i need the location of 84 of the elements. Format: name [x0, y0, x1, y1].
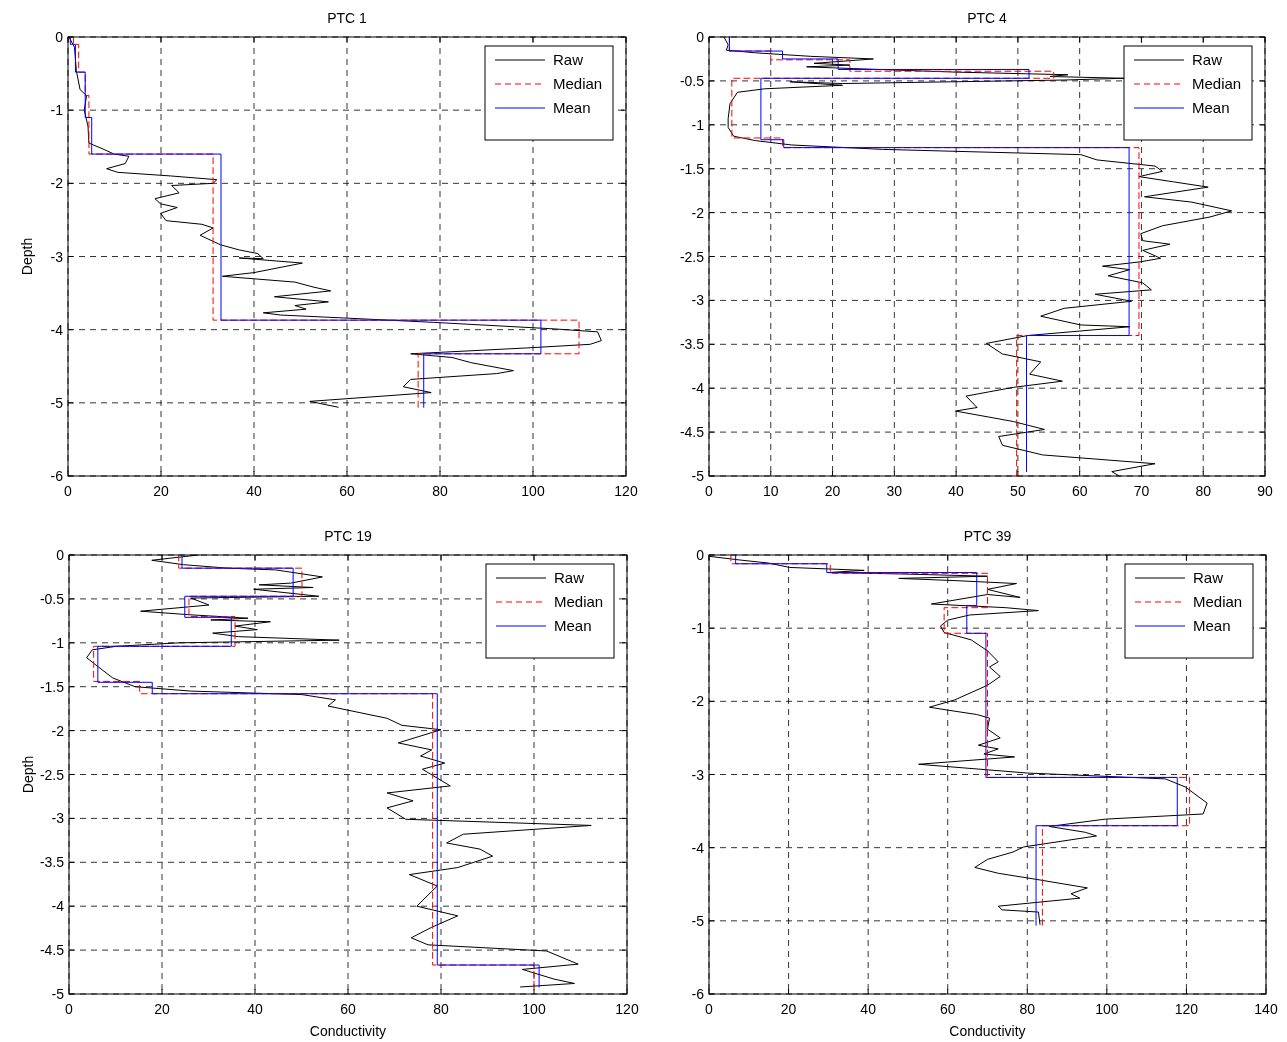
y-tick-label: -3.5: [679, 336, 705, 353]
legend-label: Median: [553, 75, 603, 92]
y-tick-label: 0: [56, 547, 65, 563]
y-tick-label: -4: [691, 380, 705, 397]
legend-label: Median: [1193, 593, 1243, 610]
y-tick-label: 0: [55, 29, 64, 45]
chart-title: PTC 1: [327, 10, 368, 26]
x-tick-label: 100: [522, 1001, 546, 1017]
y-tick-label: -1: [691, 620, 705, 637]
x-tick-label: 30: [886, 483, 903, 499]
y-tick-label: -4: [51, 898, 65, 915]
x-tick-label: 60: [339, 483, 355, 499]
x-tick-label: 120: [614, 483, 638, 499]
y-tick-label: -1.5: [39, 678, 65, 695]
x-tick-label: 100: [1095, 1001, 1119, 1017]
x-tick-label: 90: [1257, 483, 1273, 499]
x-tick-label: 80: [1019, 1001, 1036, 1017]
y-tick-label: -2.5: [679, 248, 705, 265]
y-tick-label: -4.5: [39, 942, 65, 959]
y-axis-title: Depth: [19, 237, 35, 276]
y-tick-label: -5: [691, 912, 705, 929]
x-tick-label: 80: [432, 483, 448, 499]
x-tick-label: 20: [780, 1001, 797, 1017]
y-tick-label: -1: [691, 116, 705, 133]
x-tick-label: 60: [939, 1001, 956, 1017]
y-tick-label: -2: [691, 204, 705, 221]
x-tick-label: 100: [521, 483, 545, 499]
x-tick-label: 10: [762, 483, 779, 499]
y-tick-label: -4: [691, 839, 705, 856]
x-tick-label: 120: [615, 1001, 639, 1017]
y-tick-label: -4.5: [679, 424, 705, 441]
y-tick-label: -5: [51, 986, 65, 1002]
x-tick-label: 20: [824, 483, 841, 499]
legend-label: Mean: [1192, 99, 1230, 116]
x-tick-label: 20: [153, 483, 169, 499]
y-tick-label: -3: [51, 810, 65, 827]
x-tick-label: 80: [433, 1001, 449, 1017]
x-tick-label: 40: [247, 1001, 263, 1017]
x-tick-label: 40: [860, 1001, 877, 1017]
y-tick-label: -3: [50, 248, 64, 265]
x-tick-label: 80: [1195, 483, 1212, 499]
y-tick-label: -1.5: [679, 160, 705, 177]
y-tick-label: -6: [50, 468, 64, 484]
y-tick-label: -5: [50, 394, 64, 411]
y-tick-label: -5: [691, 468, 705, 484]
y-axis-title: Depth: [20, 755, 36, 794]
legend-label: Mean: [554, 617, 592, 634]
y-tick-label: -3.5: [39, 854, 65, 871]
y-tick-label: 0: [696, 547, 705, 563]
legend-label: Median: [554, 593, 604, 610]
x-tick-label: 40: [948, 483, 965, 499]
legend-label: Mean: [1193, 617, 1231, 634]
y-tick-label: -3: [691, 766, 705, 783]
x-tick-label: 60: [1071, 483, 1088, 499]
x-tick-label: 60: [340, 1001, 356, 1017]
y-tick-label: -1: [50, 102, 64, 119]
legend-label: Raw: [1193, 569, 1224, 586]
x-tick-label: 50: [1010, 483, 1026, 499]
y-tick-label: -2: [691, 693, 705, 710]
y-tick-label: 0: [696, 29, 705, 45]
x-axis-title: Conductivity: [949, 1023, 1026, 1039]
y-tick-label: -6: [691, 986, 705, 1002]
y-tick-label: -0.5: [679, 72, 705, 89]
legend-label: Raw: [554, 569, 585, 586]
y-tick-label: -2.5: [39, 766, 65, 783]
legend-label: Median: [1192, 75, 1242, 92]
x-tick-label: 20: [154, 1001, 170, 1017]
x-tick-label: 70: [1133, 483, 1150, 499]
x-tick-label: 140: [1254, 1001, 1278, 1017]
legend-label: Raw: [553, 51, 584, 68]
chart-title: PTC 39: [963, 528, 1012, 544]
x-axis-title: Conductivity: [309, 1023, 387, 1039]
y-tick-label: -2: [50, 175, 64, 192]
y-tick-label: -0.5: [39, 590, 65, 607]
chart-title: PTC 19: [324, 528, 372, 544]
y-tick-label: -2: [51, 722, 65, 739]
y-tick-label: -1: [51, 634, 65, 651]
x-tick-label: 120: [1174, 1001, 1199, 1017]
legend-label: Raw: [1192, 51, 1223, 68]
y-tick-label: -4: [50, 321, 64, 338]
legend-label: Mean: [553, 99, 591, 116]
y-tick-label: -3: [691, 292, 705, 309]
x-tick-label: 40: [246, 483, 262, 499]
chart-title: PTC 4: [967, 10, 1008, 26]
